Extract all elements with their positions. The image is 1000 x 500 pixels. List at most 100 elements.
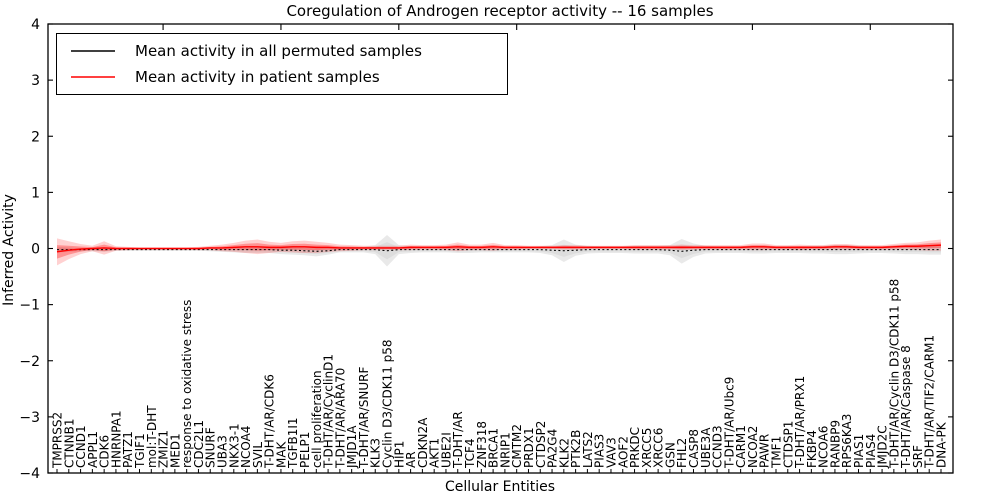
x-category-label: PA2G4: [546, 429, 560, 468]
x-category-label: UBA3: [216, 435, 230, 468]
x-category-label: SVIL: [251, 442, 265, 468]
x-category-label: CDKN2A: [416, 417, 430, 468]
x-category-label: CMTM2: [510, 424, 524, 468]
x-category-label: PELP1: [298, 432, 312, 468]
y-tick-label: 3: [31, 73, 40, 89]
x-category-label: CDC2L1: [192, 420, 206, 468]
x-category-label: KLK2: [557, 438, 571, 468]
x-category-label: FHL2: [675, 438, 689, 468]
x-category-label: CASP8: [687, 429, 701, 468]
x-category-label: MAK: [274, 440, 288, 468]
x-category-label: CTNNB1: [62, 418, 76, 468]
x-category-label: T-DHT/AR/CDK6: [263, 374, 277, 469]
x-category-label: T-DHT/AR: [451, 411, 465, 469]
x-category-label: PAWR: [758, 434, 772, 468]
x-category-label: NCOA6: [817, 426, 831, 468]
x-category-label: CARM1: [734, 425, 748, 468]
y-tick-label: −4: [19, 466, 40, 482]
y-tick-label: 1: [31, 185, 40, 201]
x-category-label: CCND3: [711, 425, 725, 468]
y-tick-label: 4: [31, 17, 40, 33]
x-category-label: CDK6: [98, 435, 112, 468]
y-tick-label: 0: [31, 242, 40, 258]
x-category-label: PATZ1: [121, 431, 135, 468]
x-category-label: NRIP1: [498, 432, 512, 468]
x-category-label: ZNF318: [475, 421, 489, 468]
legend-label-patient-samples: Mean activity in patient samples: [135, 68, 380, 86]
x-category-label: T-DHT/AR/ARA70: [333, 368, 347, 469]
x-category-label: PIAS4: [864, 434, 878, 468]
x-category-label: AKT1: [428, 438, 442, 468]
x-category-label: T-DHT/AR/Caspase 8: [899, 345, 913, 469]
x-category-label: T-DHT/AR/PRX1: [793, 376, 807, 469]
x-category-label: PIAS1: [852, 434, 866, 468]
black-line-swatch: [71, 50, 115, 52]
x-category-label: SRF: [911, 445, 925, 468]
x-category-label: VAV3: [604, 437, 618, 468]
legend: Mean activity in all permuted samples Me…: [56, 33, 508, 95]
x-category-label: UBE2I: [439, 432, 453, 468]
legend-label-permuted-samples: Mean activity in all permuted samples: [135, 42, 422, 60]
red-line-swatch: [71, 76, 115, 78]
x-category-label: NCOA4: [239, 426, 253, 468]
y-tick-label: −3: [19, 410, 40, 426]
x-category-label: AR: [404, 451, 418, 468]
legend-item-patient-samples: Mean activity in patient samples: [71, 68, 507, 86]
x-category-label: NCOA2: [746, 426, 760, 468]
patient-std-band-inner: [57, 242, 941, 259]
chart-title: Coregulation of Androgen receptor activi…: [286, 2, 714, 20]
x-category-label: CTDSP1: [781, 421, 795, 468]
x-category-label: T-DHT/AR/CyclinD1: [322, 354, 336, 469]
x-category-label: response to oxidative stress: [180, 300, 194, 468]
x-category-label: mol:T-DHT: [145, 405, 159, 468]
x-category-label: ZMIZ1: [157, 430, 171, 468]
x-category-label: LATS2: [581, 431, 595, 468]
x-category-label: PTK2B: [569, 430, 583, 468]
x-category-label: PRDX1: [522, 427, 536, 468]
x-category-label: T-DHT/AR/TIF2/CARM1: [923, 335, 937, 469]
x-category-label: JMJD2C: [876, 425, 890, 469]
x-category-label: DNA-PK: [935, 421, 949, 468]
x-category-label: Cyclin D3/CDK11 p58: [381, 339, 395, 468]
x-category-label: FKBP4: [805, 430, 819, 468]
x-category-label: TGFB1I1: [286, 417, 300, 469]
x-category-label: MED1: [168, 433, 182, 468]
y-tick-label: −1: [19, 298, 40, 314]
permuted-std-band-outer: [57, 235, 941, 267]
x-category-label: TCF4: [463, 438, 477, 469]
x-category-label: CCND1: [74, 425, 88, 468]
x-category-label: NKX3-1: [227, 423, 241, 468]
x-category-label: PIAS3: [593, 434, 607, 468]
x-category-label: XRCC5: [640, 428, 654, 468]
legend-item-permuted-samples: Mean activity in all permuted samples: [71, 42, 507, 60]
x-axis-label: Cellular Entities: [444, 479, 556, 495]
x-category-label: KLK3: [369, 438, 383, 468]
x-category-label: PRKDC: [628, 427, 642, 468]
x-category-label: T-DHT/AR/Cyclin D3/CDK11 p58: [887, 279, 901, 469]
x-category-label: TMPRSS2: [51, 412, 65, 469]
x-category-label: SNURF: [204, 427, 218, 468]
x-category-label: T-DHT/AR/Ubc9: [722, 377, 736, 469]
x-category-label: TMF1: [769, 436, 783, 469]
y-tick-label: 2: [31, 129, 40, 145]
x-category-label: HNRNPA1: [109, 410, 123, 468]
x-category-label: GSN: [663, 442, 677, 468]
x-category-label: TGIF1: [133, 433, 147, 469]
x-category-label: CTDSP2: [534, 421, 548, 468]
x-category-label: RPS6KA3: [840, 414, 854, 468]
x-category-label: APPL1: [86, 431, 100, 468]
x-category-label: HIP1: [392, 441, 406, 468]
x-category-label: cell proliferation: [310, 370, 324, 468]
x-category-label: XRCC6: [652, 428, 666, 468]
x-category-label: AOF2: [616, 436, 630, 468]
x-category-label: BRCA1: [487, 428, 501, 468]
x-category-label: RANBP9: [828, 420, 842, 468]
y-axis-label: Inferred Activity: [1, 194, 17, 306]
patient-std-band-outer: [57, 238, 941, 266]
x-category-label: UBE3A: [699, 427, 713, 468]
patient-mean-line: [56, 244, 942, 253]
permuted-std-band-inner: [57, 242, 941, 260]
x-category-label: JMJD1A: [345, 425, 359, 469]
